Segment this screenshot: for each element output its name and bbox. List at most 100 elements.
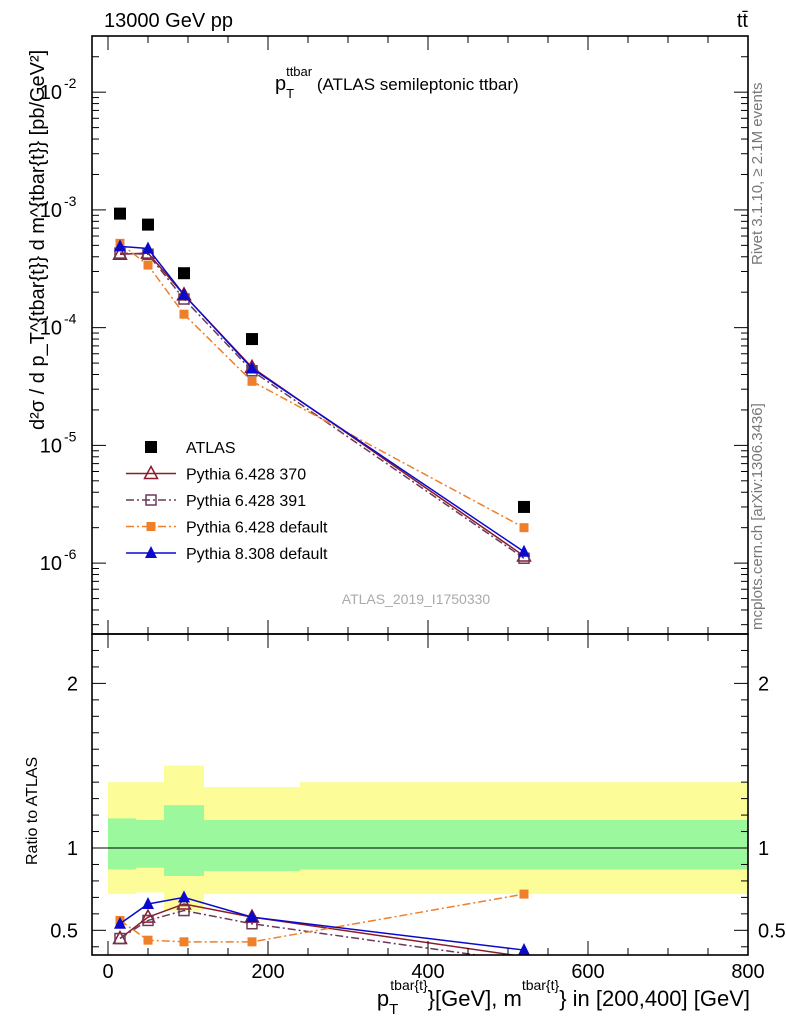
rivet-label: Rivet 3.1.10, ≥ 2.1M events — [749, 83, 766, 266]
ratio-ytick-label-r: 1 — [758, 838, 769, 860]
main-point-0-2 — [178, 267, 190, 280]
legend-label-4: Pythia 8.308 default — [186, 546, 328, 563]
legend-item-0: ATLAS — [145, 440, 236, 457]
legend-label-0: ATLAS — [186, 440, 236, 457]
legend-marker-3 — [146, 522, 156, 531]
main-point-0-0 — [114, 207, 126, 220]
main-point-4-0 — [114, 239, 126, 252]
ratio-point-2-2 — [179, 937, 189, 947]
title-p: p — [275, 73, 286, 95]
ratio-line-0 — [119, 903, 518, 955]
ratio-stat-band-1 — [136, 820, 164, 868]
ratio-bands — [92, 765, 748, 911]
main-title: pTttbar (ATLAS semileptonic ttbar) — [275, 64, 519, 101]
main-point-3-1 — [143, 260, 153, 270]
xlabel-sub: T — [389, 1001, 398, 1018]
mcplots-label: mcplots.cern.ch [arXiv:1306.3436] — [749, 403, 766, 630]
xlabel-p: p — [377, 986, 389, 1011]
header-left: 13000 GeV pp — [104, 10, 233, 32]
ratio-point-3-2 — [178, 890, 190, 903]
main-point-0-3 — [246, 333, 258, 346]
ratio-point-2-3 — [247, 937, 257, 947]
ratio-point-2-4 — [519, 889, 529, 899]
ratio-stat-band-0 — [108, 818, 136, 870]
main-line-3 — [119, 242, 525, 529]
main-point-3-2 — [179, 309, 189, 319]
ratio-point-1-0 — [114, 932, 126, 945]
ratio-point-1-1 — [142, 914, 154, 927]
ratio-series-layer — [112, 889, 530, 967]
xlabel-sup2: tbar{t} — [522, 977, 560, 993]
ratio-xtick-label: 0 — [102, 961, 113, 983]
title-rest: (ATLAS semileptonic ttbar) — [312, 75, 519, 94]
main-ylabel: d²σ / d p_T^{tbar{t}} d m^{tbar{t}} [pb/… — [27, 50, 49, 430]
ratio-ylabel: Ratio to ATLAS — [24, 757, 41, 865]
x-axis-label: pTtbar{t}}[GeV], mtbar{t}} in [200,400] … — [377, 977, 750, 1018]
ratio-series-3 — [114, 890, 530, 955]
legend-marker-1 — [143, 464, 159, 480]
xlabel-rest: } in [200,400] [GeV] — [559, 986, 750, 1011]
ratio-point-2-1 — [143, 935, 153, 945]
main-point-4-4 — [518, 544, 530, 557]
main-ytick-label: 10 — [40, 82, 62, 104]
legend-item-3: Pythia 6.428 default — [126, 520, 328, 537]
main-series-3 — [115, 238, 529, 533]
watermark: ATLAS_2019_I1750330 — [342, 591, 491, 607]
main-ytick-label: 10 — [40, 200, 62, 222]
main-series-4 — [114, 239, 530, 557]
ratio-xtick-label: 400 — [411, 961, 444, 983]
main-ytick-label-exp: -6 — [64, 546, 77, 562]
ratio-panel: 2 2 1 1 0.5 0.5 0 200 400 600 800 Ratio to ATLAS p… — [24, 633, 786, 1018]
main-ytick-label-exp: -3 — [64, 193, 77, 209]
main-ytick-label-exp: -4 — [64, 311, 77, 327]
ratio-frame — [91, 633, 749, 956]
ratio-point-3-3 — [246, 910, 258, 923]
header-right: tt̄ — [737, 10, 749, 32]
main-ytick-label: 10 — [40, 318, 62, 340]
ratio-ytick-label: 2 — [67, 673, 78, 695]
main-ytick-label-exp: -2 — [64, 75, 77, 91]
ratio-xtick-label: 800 — [731, 961, 764, 983]
main-point-3-3 — [247, 376, 257, 386]
main-point-0-1 — [142, 218, 154, 231]
ratio-line-1 — [119, 909, 483, 955]
ratio-point-0-2 — [176, 895, 192, 910]
legend: ATLAS Pythia 6.428 370 Pythia 6.428 391 Pyt… — [126, 440, 328, 563]
ratio-ytick-label-r: 2 — [758, 673, 769, 695]
main-series-layer — [112, 207, 532, 564]
legend-item-4: Pythia 8.308 default — [126, 546, 328, 563]
main-axes: 10-210-310-410-510-6 — [40, 35, 749, 635]
xlabel-sup: tbar{t} — [390, 977, 428, 993]
ratio-series-1 — [114, 904, 529, 967]
ratio-stat-band-2 — [164, 805, 204, 876]
legend-item-2: Pythia 6.428 391 — [126, 493, 306, 510]
legend-marker-0 — [145, 441, 157, 453]
ratio-point-1-2 — [178, 904, 190, 917]
ratio-point-3-4 — [518, 943, 530, 955]
ratio-xtick-label: 200 — [251, 961, 284, 983]
main-panel: 10-210-310-410-510-6 ATLAS_2019_I1750330… — [27, 35, 749, 635]
main-ytick-label: 10 — [40, 553, 62, 575]
main-point-0-4 — [518, 500, 530, 513]
ratio-ytick-label: 0.5 — [50, 920, 78, 942]
legend-item-1: Pythia 6.428 370 — [126, 464, 306, 484]
ratio-axes: 2 2 1 1 0.5 0.5 0 200 400 600 800 — [50, 633, 786, 983]
main-ytick-label: 10 — [40, 435, 62, 457]
main-line-4 — [119, 245, 525, 553]
legend-label-2: Pythia 6.428 391 — [186, 493, 306, 510]
ratio-stat-band-4 — [300, 820, 748, 870]
legend-marker-2 — [145, 494, 157, 506]
main-point-4-1 — [142, 241, 154, 254]
ratio-point-1-4 — [519, 957, 529, 967]
main-ytick-label-exp: -5 — [64, 428, 77, 444]
legend-label-1: Pythia 6.428 370 — [186, 467, 306, 484]
legend-label-3: Pythia 6.428 default — [186, 520, 328, 537]
ratio-xtick-label: 600 — [571, 961, 604, 983]
ratio-stat-band-3 — [204, 820, 300, 872]
ratio-ytick-label: 1 — [67, 838, 78, 860]
main-point-4-2 — [178, 287, 190, 300]
ratio-point-3-1 — [142, 896, 154, 909]
title-sup: ttbar — [286, 64, 313, 79]
main-frame — [91, 35, 749, 635]
